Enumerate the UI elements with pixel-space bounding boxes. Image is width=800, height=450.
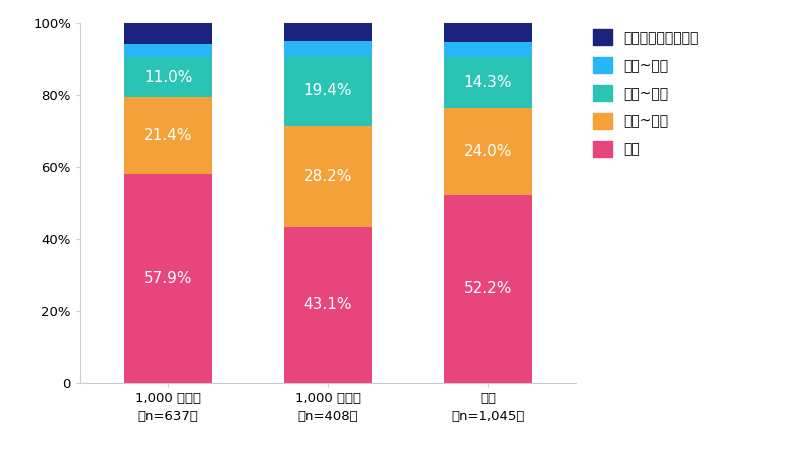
Text: 52.2%: 52.2%	[464, 281, 512, 296]
Bar	[124, 22, 212, 44]
Text: 28.2%: 28.2%	[304, 169, 352, 184]
Bar	[124, 174, 212, 382]
Text: 14.3%: 14.3%	[464, 75, 512, 90]
Bar	[284, 56, 372, 126]
Bar	[444, 22, 532, 42]
Text: 19.4%: 19.4%	[304, 83, 352, 99]
Text: 24.0%: 24.0%	[464, 144, 512, 159]
Text: 57.9%: 57.9%	[144, 271, 192, 286]
Bar	[444, 194, 532, 382]
Bar	[284, 22, 372, 40]
Bar	[284, 126, 372, 227]
Bar	[444, 57, 532, 108]
Text: 43.1%: 43.1%	[304, 297, 352, 312]
Bar	[284, 40, 372, 56]
Legend: ほぼ利用していない, 月１~２回, 週１~２回, 週３~４回, 毎日: ほぼ利用していない, 月１~２回, 週１~２回, 週３~４回, 毎日	[593, 29, 698, 157]
Text: 11.0%: 11.0%	[144, 70, 192, 85]
Bar	[124, 58, 212, 97]
Text: 21.4%: 21.4%	[144, 128, 192, 143]
Bar	[284, 227, 372, 382]
Bar	[124, 44, 212, 58]
Bar	[444, 42, 532, 57]
Bar	[124, 97, 212, 174]
Bar	[444, 108, 532, 194]
